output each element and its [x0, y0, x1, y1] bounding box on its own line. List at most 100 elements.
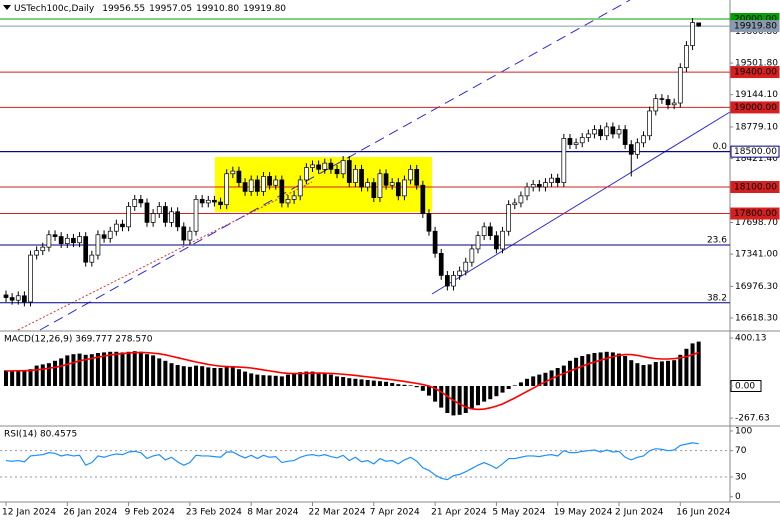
- macd-bar: [298, 372, 303, 386]
- candle-body: [212, 199, 217, 203]
- candle-body: [432, 230, 438, 254]
- trend-dotted-line: [17, 181, 313, 331]
- candle-body: [101, 234, 107, 239]
- macd-bar: [537, 374, 542, 386]
- macd-bar: [261, 375, 266, 386]
- candle-body: [77, 236, 82, 244]
- macd-bar: [89, 354, 94, 386]
- macd-bar: [335, 376, 340, 386]
- macd-bar: [322, 373, 327, 386]
- macd-bar: [65, 355, 70, 386]
- x-tick-label: 7 Apr 2024: [370, 508, 420, 518]
- menu-icon[interactable]: [3, 5, 11, 10]
- candle-body: [622, 129, 628, 145]
- candle-body: [64, 237, 70, 244]
- macd-bar: [629, 360, 634, 386]
- macd-bar: [59, 358, 64, 386]
- macd-bar: [684, 348, 689, 386]
- y-tick-label: 19144.10: [735, 90, 778, 100]
- macd-bar: [494, 386, 499, 397]
- candle-body: [279, 179, 285, 204]
- candle-body: [469, 248, 475, 263]
- macd-bar: [169, 363, 174, 386]
- macd-bar: [641, 365, 646, 386]
- candle-body: [573, 142, 579, 145]
- chart-header: USTech100c,Daily 19956.55 19957.05 19910.80…: [14, 4, 286, 14]
- candle-body: [506, 204, 512, 232]
- candle-body: [46, 234, 52, 248]
- candle-body: [34, 250, 40, 256]
- header-high: 19957.05: [149, 4, 192, 14]
- macd-bar: [476, 386, 481, 406]
- candle-body: [291, 195, 297, 200]
- candle-body: [512, 202, 518, 206]
- y-tick-label: 400.13: [735, 333, 767, 343]
- chart-title: USTech100c,Daily: [14, 4, 95, 14]
- y-tick-label: 18779.10: [735, 122, 778, 132]
- macd-bar: [310, 371, 315, 386]
- macd-bar: [151, 355, 156, 386]
- rsi-line: [5, 442, 699, 481]
- y-tick-label: 16976.30: [735, 282, 778, 292]
- level-box: [730, 145, 780, 158]
- candle-body: [445, 275, 450, 287]
- macd-bar: [292, 373, 297, 386]
- candle-body: [414, 168, 420, 186]
- header-close: 19919.80: [243, 4, 286, 14]
- candle-body: [585, 133, 591, 138]
- macd-bar: [635, 363, 640, 386]
- y-tick-label: 19501.80: [735, 59, 778, 69]
- candle-body: [518, 195, 524, 204]
- x-tick-label: 8 Mar 2024: [247, 508, 299, 518]
- candle-body: [328, 162, 334, 170]
- candle-body: [696, 22, 702, 27]
- candle-body: [163, 206, 168, 223]
- macd-bar: [328, 374, 333, 386]
- macd-bar: [567, 360, 572, 386]
- fib-label: 38.2: [707, 293, 727, 303]
- level-label: 20000.00: [734, 15, 777, 25]
- macd-bar: [46, 363, 51, 386]
- candle-body: [248, 179, 254, 192]
- macd-bar: [439, 386, 444, 408]
- candle-body: [138, 199, 144, 204]
- macd-bar: [531, 376, 536, 386]
- signal-line: [5, 351, 699, 411]
- y-tick-label: -267.63: [735, 414, 770, 424]
- macd-bar: [40, 364, 45, 386]
- candle-body: [340, 160, 346, 175]
- macd-bar: [469, 386, 474, 410]
- candle-body: [304, 167, 309, 181]
- macd-bar: [200, 366, 205, 386]
- macd-bar: [108, 351, 113, 386]
- macd-bar: [218, 368, 223, 386]
- candle-body: [193, 199, 199, 232]
- macd-bar: [347, 378, 352, 386]
- x-tick-label: 23 Feb 2024: [186, 508, 242, 518]
- candle-body: [402, 179, 407, 197]
- candle-body: [89, 254, 95, 263]
- candle-body: [181, 226, 187, 241]
- candle-body: [647, 110, 653, 137]
- candle-body: [236, 170, 242, 183]
- macd-bar: [206, 367, 211, 386]
- candle-body: [254, 179, 260, 192]
- macd-bar: [653, 362, 658, 386]
- macd-bar: [365, 380, 370, 386]
- macd-bar: [402, 384, 407, 386]
- candle-body: [199, 199, 205, 204]
- macd-bar: [690, 343, 695, 386]
- candle-body: [113, 223, 119, 232]
- macd-bar: [126, 351, 131, 386]
- macd-bar: [617, 353, 621, 386]
- macd-bar: [610, 352, 615, 386]
- candle-body: [353, 168, 358, 183]
- x-tick-label: 26 Jan 2024: [63, 508, 117, 518]
- candle-body: [598, 129, 603, 137]
- macd-bar: [187, 366, 192, 386]
- candle-body: [653, 98, 659, 112]
- candle-body: [389, 182, 395, 186]
- macd-bar: [506, 386, 511, 389]
- y-tick-label: 17698.70: [735, 218, 778, 228]
- macd-bar: [132, 351, 137, 386]
